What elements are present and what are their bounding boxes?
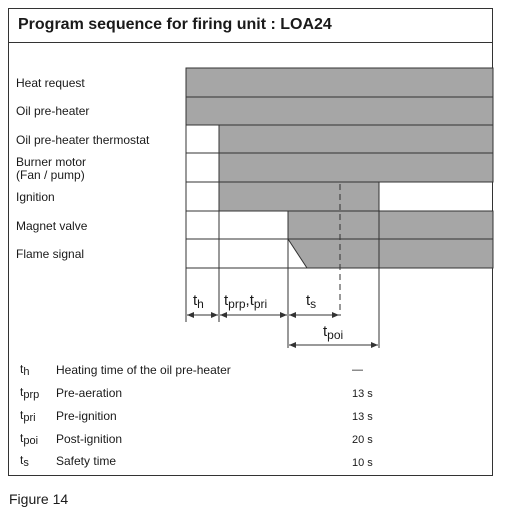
signal-label-ignition: Ignition bbox=[16, 190, 55, 204]
signal-label-oil-pre-heater: Oil pre-heater bbox=[16, 104, 90, 118]
legend-value-tprp: 13 s bbox=[352, 388, 373, 400]
time-label-tpoi: tpoi bbox=[323, 323, 343, 342]
bar-magnet-valve bbox=[287, 210, 494, 240]
legend-value-tpoi: 20 s bbox=[352, 434, 373, 446]
legend-symbol-th: th bbox=[20, 362, 30, 378]
legend-symbol-tprp: tprp bbox=[20, 385, 40, 401]
legend-symbol-ts: ts bbox=[20, 453, 29, 469]
bar-oil-pre-heater-thermostat bbox=[218, 124, 494, 154]
bar-oil-pre-heater bbox=[185, 96, 494, 126]
legend-value-tpri: 13 s bbox=[352, 411, 373, 423]
legend-value-ts: 10 s bbox=[352, 457, 373, 469]
legend-desc-ts: Safety time bbox=[56, 454, 117, 468]
legend-symbol-tpri: tpri bbox=[20, 408, 36, 424]
time-label-ts: ts bbox=[306, 292, 316, 311]
bar-ignition bbox=[218, 181, 380, 212]
legend-symbol-tpoi: tpoi bbox=[20, 431, 39, 447]
title-divider bbox=[8, 42, 493, 43]
figure-caption: Figure 14 bbox=[9, 491, 69, 507]
bar-heat-request bbox=[185, 67, 494, 98]
legend-desc-tprp: Pre-aeration bbox=[56, 386, 123, 400]
bar-flame-signal bbox=[287, 238, 494, 269]
signal-label-magnet-valve: Magnet valve bbox=[16, 219, 88, 233]
signal-label-oil-pre-heater-thermostat: Oil pre-heater thermostat bbox=[16, 133, 150, 147]
legend-desc-tpoi: Post-ignition bbox=[56, 432, 123, 446]
time-label-tprp-tpri: tprp,tpri bbox=[224, 292, 267, 311]
signal-label-flame-signal: Flame signal bbox=[16, 247, 85, 261]
diagram-title: Program sequence for firing unit : LOA24 bbox=[18, 16, 332, 33]
bar-burner-motor bbox=[218, 152, 494, 183]
legend-desc-tpri: Pre-ignition bbox=[56, 409, 117, 423]
signal-label-burner-motor: Burner motor bbox=[16, 155, 87, 169]
legend-desc-th: Heating time of the oil pre-heater bbox=[56, 363, 231, 377]
legend-value-th: — bbox=[352, 364, 363, 376]
signal-label-burner-motor-sub: (Fan / pump) bbox=[16, 168, 85, 182]
signal-label-heat-request: Heat request bbox=[16, 76, 85, 90]
time-label-th: th bbox=[193, 292, 204, 311]
